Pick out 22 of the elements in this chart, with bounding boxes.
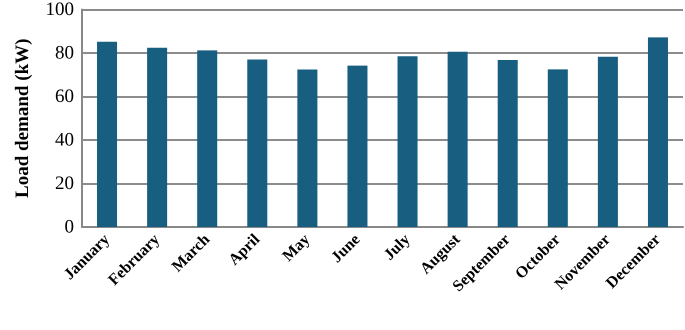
bar [498,60,518,227]
bar [648,37,668,227]
y-tick-label: 40 [55,130,74,150]
x-tick-label: May [279,230,314,265]
bar [297,70,318,227]
bar [448,52,468,227]
bar [197,50,218,227]
bar [398,56,418,227]
bar [347,66,368,227]
x-tick-label: June [328,230,364,266]
y-tick-label: 20 [55,173,74,194]
y-tick-label: 60 [55,86,74,107]
bar [247,60,268,227]
x-tick-label: July [380,230,414,264]
y-axis-title: Load demand (kW) [12,38,33,198]
y-tick-label: 80 [55,42,74,64]
bar [97,42,118,227]
y-tick-label: 0 [64,216,74,238]
bar [548,69,568,227]
bar [598,56,618,227]
bar [147,48,168,227]
y-tick-label: 100 [46,0,74,20]
